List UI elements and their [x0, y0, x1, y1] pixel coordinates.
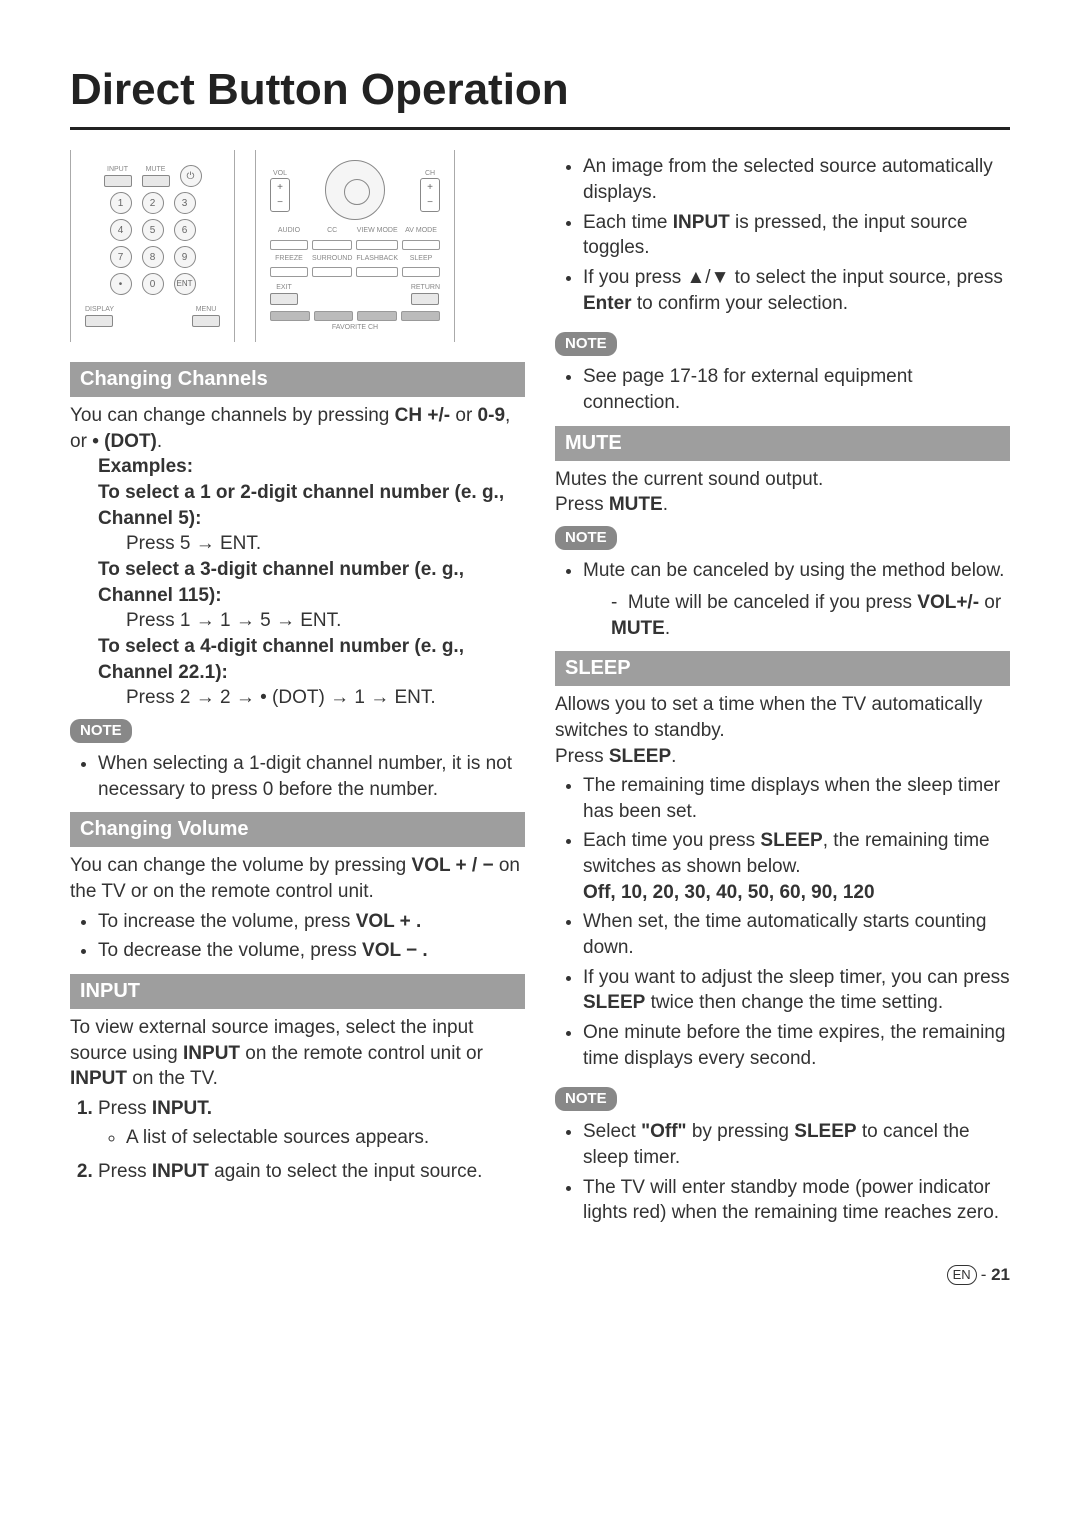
list-item: An image from the selected source automa…	[583, 154, 1010, 205]
note-badge: NOTE	[70, 719, 132, 743]
right-column: An image from the selected source automa…	[555, 150, 1010, 1234]
list-item: When set, the time automatically starts …	[583, 909, 1010, 960]
sleep-intro: Allows you to set a time when the TV aut…	[555, 692, 1010, 743]
mute-intro: Mutes the current sound output.	[555, 467, 1010, 493]
list-item: The remaining time displays when the sle…	[583, 773, 1010, 824]
note-text: Mute can be canceled by using the method…	[583, 558, 1010, 641]
step-2: Press INPUT again to select the input so…	[98, 1159, 525, 1185]
list-item: To increase the volume, press VOL + .	[98, 909, 525, 935]
examples-block: Examples: To select a 1 or 2-digit chann…	[98, 454, 525, 710]
heading-sleep: SLEEP	[555, 651, 1010, 686]
list-item: One minute before the time expires, the …	[583, 1020, 1010, 1071]
heading-changing-channels: Changing Channels	[70, 362, 525, 397]
mute-press: Press MUTE.	[555, 492, 1010, 518]
power-icon: ⏻	[180, 165, 202, 187]
lang-badge: EN	[947, 1265, 977, 1285]
input-note-list: See page 17-18 for external equipment co…	[555, 364, 1010, 415]
input-intro: To view external source images, select t…	[70, 1015, 525, 1092]
changing-channels-intro: You can change channels by pressing CH +…	[70, 403, 525, 454]
note-text: The TV will enter standby mode (power in…	[583, 1175, 1010, 1226]
note-badge: NOTE	[555, 1087, 617, 1111]
page-title: Direct Button Operation	[70, 60, 1010, 130]
note-text: Select "Off" by pressing SLEEP to cancel…	[583, 1119, 1010, 1170]
heading-changing-volume: Changing Volume	[70, 812, 525, 847]
remote-diagrams: INPUT MUTE ⏻ 123 456 789 •0ENT DISPLAY M…	[70, 150, 525, 342]
list-item: If you want to adjust the sleep timer, y…	[583, 965, 1010, 1016]
list-item: If you press ▲/▼ to select the input sou…	[583, 265, 1010, 316]
list-item: To decrease the volume, press VOL − .	[98, 938, 525, 964]
step-1: Press INPUT. A list of selectable source…	[98, 1096, 525, 1151]
sleep-press: Press SLEEP.	[555, 744, 1010, 770]
remote-diagram-right: VOL+− CH+− AUDIOCCVIEW MODEAV MODE FREEZ…	[255, 150, 455, 342]
page-number: 21	[991, 1265, 1010, 1284]
dpad-icon	[325, 160, 385, 220]
input-continued-list: An image from the selected source automa…	[555, 154, 1010, 316]
two-column-layout: INPUT MUTE ⏻ 123 456 789 •0ENT DISPLAY M…	[70, 150, 1010, 1234]
changing-volume-list: To increase the volume, press VOL + . To…	[70, 909, 525, 964]
examples-label: Examples:	[98, 454, 525, 480]
sleep-list: The remaining time displays when the sle…	[555, 773, 1010, 1071]
list-item: Each time INPUT is pressed, the input so…	[583, 210, 1010, 261]
changing-channels-note-list: When selecting a 1-digit channel number,…	[70, 751, 525, 802]
heading-input: INPUT	[70, 974, 525, 1009]
note-text: See page 17-18 for external equipment co…	[583, 364, 1010, 415]
list-item: Each time you press SLEEP, the remaining…	[583, 828, 1010, 905]
input-steps: Press INPUT. A list of selectable source…	[70, 1096, 525, 1185]
heading-mute: MUTE	[555, 426, 1010, 461]
left-column: INPUT MUTE ⏻ 123 456 789 •0ENT DISPLAY M…	[70, 150, 525, 1234]
note-badge: NOTE	[555, 332, 617, 356]
note-text: When selecting a 1-digit channel number,…	[98, 751, 525, 802]
sleep-note-list: Select "Off" by pressing SLEEP to cancel…	[555, 1119, 1010, 1226]
note-badge: NOTE	[555, 526, 617, 550]
page-footer: EN- 21	[70, 1264, 1010, 1287]
remote-diagram-left: INPUT MUTE ⏻ 123 456 789 •0ENT DISPLAY M…	[70, 150, 235, 342]
mute-note-list: Mute can be canceled by using the method…	[555, 558, 1010, 641]
sleep-values: Off, 10, 20, 30, 40, 50, 60, 90, 120	[583, 880, 1010, 906]
list-item: A list of selectable sources appears.	[126, 1125, 525, 1151]
changing-volume-intro: You can change the volume by pressing VO…	[70, 853, 525, 904]
